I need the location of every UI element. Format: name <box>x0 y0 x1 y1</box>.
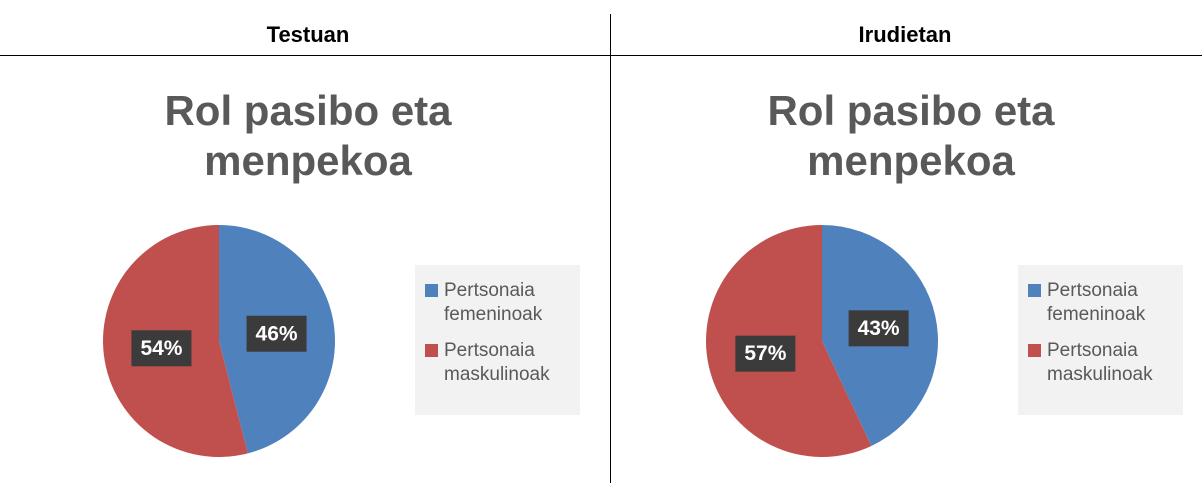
legend-swatch <box>425 284 438 297</box>
value-label-box <box>735 335 796 372</box>
legend-swatch <box>1028 284 1041 297</box>
legend-label: Pertsonaia femeninoak <box>1047 280 1146 325</box>
value-label-box <box>246 315 307 352</box>
pie-chart: 46% 54% <box>102 225 335 457</box>
value-label: 57% <box>744 342 786 365</box>
legend: Pertsonaia femeninoak Pertsonaia maskulin… <box>415 265 580 415</box>
legend-item: Pertsonaia maskulinoak <box>1028 339 1177 387</box>
chart-cell: Rol pasibo eta menpekoa 43% 57% Pertsonaia … <box>611 56 1202 483</box>
value-label: 54% <box>140 337 182 360</box>
value-label-box <box>131 330 192 367</box>
legend: Pertsonaia femeninoak Pertsonaia maskulin… <box>1018 265 1183 415</box>
value-label: 46% <box>256 322 298 345</box>
header-rule <box>0 55 1202 56</box>
legend-label: Pertsonaia maskulinoak <box>444 340 550 385</box>
value-label-box <box>848 310 909 347</box>
chart-title-wrap: Rol pasibo eta menpekoa <box>611 86 1202 186</box>
chart-title: Rol pasibo eta menpekoa <box>767 87 1055 184</box>
legend-label: Pertsonaia maskulinoak <box>1047 340 1153 385</box>
chart-title-wrap: Rol pasibo eta menpekoa <box>8 86 608 186</box>
header: Testuan <box>266 22 350 47</box>
value-label: 43% <box>858 317 900 340</box>
pie-chart: 43% 57% <box>706 225 938 457</box>
legend-swatch <box>1028 344 1041 357</box>
legend-item: Pertsonaia femeninoak <box>425 279 574 327</box>
column-rule <box>610 14 611 483</box>
header: Irudietan <box>858 22 952 47</box>
chart-cell: Rol pasibo eta menpekoa 46% 54% Pertsonaia … <box>8 56 608 483</box>
legend-swatch <box>425 344 438 357</box>
legend-item: Pertsonaia maskulinoak <box>425 339 574 387</box>
legend-item: Pertsonaia femeninoak <box>1028 279 1177 327</box>
legend-label: Pertsonaia femeninoak <box>444 280 543 325</box>
chart-title: Rol pasibo eta menpekoa <box>164 87 452 184</box>
